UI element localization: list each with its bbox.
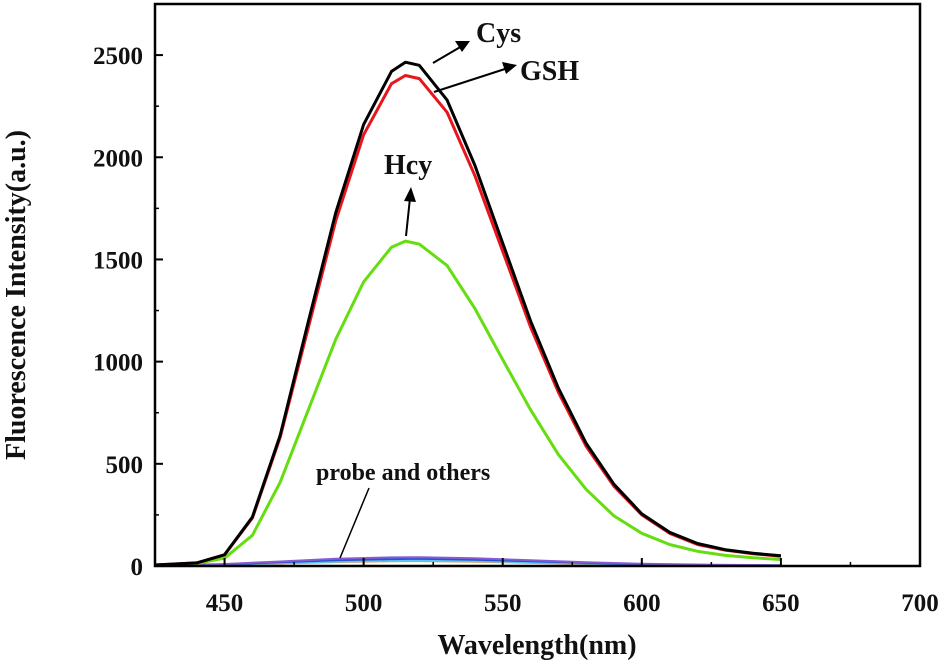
y-tick-label: 500 [106, 452, 144, 479]
cys-annotation: Cys [476, 18, 521, 49]
y-tick-label: 2500 [93, 43, 143, 70]
series-layer [154, 60, 782, 567]
cys-arrow-line [432, 45, 463, 64]
y-tick-label: 1500 [93, 247, 143, 274]
x-tick-label: 650 [762, 590, 800, 617]
gsh-arrowhead [502, 62, 517, 74]
hcy-arrowhead [404, 187, 416, 202]
series-line-other-3 [154, 556, 781, 567]
ticks-layer: 450 500 550 600 650 700 0 500 1000 1500 2000 2500 [93, 43, 939, 617]
y-tick-label: 1000 [93, 350, 143, 377]
cys-arrowhead [455, 41, 470, 52]
annotation-arrows [339, 41, 517, 559]
x-tick-label: 450 [206, 590, 244, 617]
x-axis-label: Wavelength(nm) [437, 630, 636, 661]
others-pointer-line [339, 487, 370, 559]
gsh-arrow-line [433, 67, 509, 93]
x-tick-label: 700 [901, 590, 939, 617]
y-axis-label: Fluorescence Intensity(a.u.) [1, 130, 32, 460]
plot-frame [153, 2, 922, 568]
gsh-annotation: GSH [520, 56, 579, 87]
others-annotation: probe and others [316, 460, 490, 486]
series-line-cys [154, 60, 782, 567]
x-tick-label: 600 [623, 590, 661, 617]
hcy-annotation: Hcy [384, 150, 432, 181]
series-line-hcy [154, 239, 781, 567]
x-tick-label: 550 [484, 590, 522, 617]
y-tick-label: 0 [131, 554, 144, 581]
hcy-arrow-line [405, 197, 411, 237]
y-tick-label: 2000 [93, 145, 143, 172]
x-tick-label: 500 [345, 590, 383, 617]
